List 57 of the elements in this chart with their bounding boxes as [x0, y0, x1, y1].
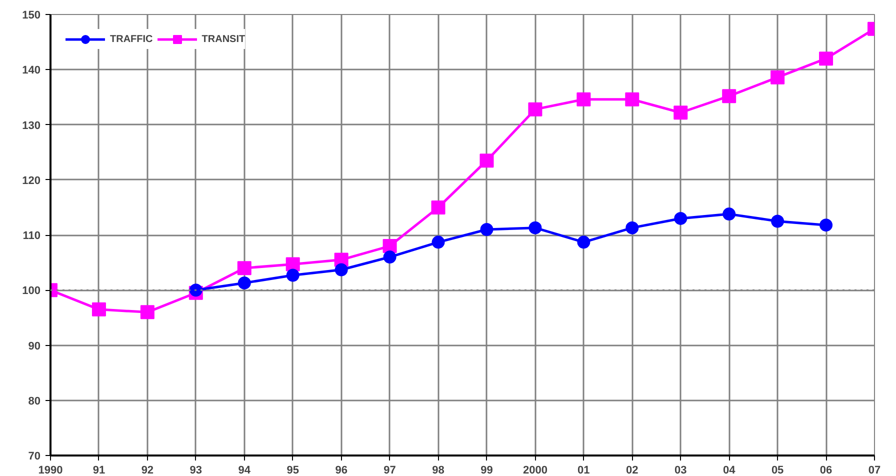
point [771, 214, 784, 228]
y-tick-label: 130 [22, 120, 41, 132]
x-tick-label: 94 [238, 464, 252, 476]
x-tick-label: 99 [480, 464, 493, 476]
x-tick-label: 04 [722, 464, 736, 476]
point [770, 70, 785, 84]
point [819, 52, 834, 66]
legend-label: TRANSIT [202, 34, 246, 44]
point [432, 236, 445, 249]
x-tick-label: 05 [771, 464, 784, 476]
y-tick-label: 110 [22, 230, 41, 242]
y-tick-label: 80 [28, 395, 41, 408]
x-tick-label: 95 [286, 464, 299, 476]
y-tick-label: 100 [22, 285, 41, 298]
x-tick-label: 97 [384, 464, 396, 476]
point [431, 200, 446, 214]
point [576, 92, 591, 106]
point [674, 106, 688, 120]
point [722, 208, 736, 221]
point [528, 102, 542, 116]
x-tick-label: 07 [868, 464, 881, 476]
point [383, 250, 396, 264]
legend-label: TRAFFIC [110, 34, 153, 44]
point [238, 276, 251, 290]
x-tick-label: 02 [626, 464, 638, 476]
x-tick-label: 2000 [522, 464, 548, 476]
point [528, 221, 542, 234]
point [286, 268, 300, 282]
point [577, 236, 590, 249]
y-tick-label: 70 [28, 450, 41, 462]
y-tick-label: 140 [22, 64, 41, 77]
point [625, 92, 640, 106]
x-tick-label: 06 [820, 464, 832, 476]
point [382, 239, 397, 254]
point [140, 305, 154, 320]
x-tick-label: 98 [432, 464, 444, 476]
y-tick-label: 120 [22, 174, 41, 187]
y-tick-label: 150 [22, 10, 41, 22]
x-tick-label: 92 [141, 464, 154, 476]
point [189, 284, 202, 297]
point [674, 212, 688, 225]
point [480, 223, 494, 236]
point [286, 257, 300, 272]
y-tick-label: 90 [28, 340, 41, 352]
x-tick-label: 91 [92, 464, 106, 476]
x-tick-label: 01 [578, 464, 590, 476]
point [334, 263, 348, 276]
point [92, 302, 106, 316]
point [626, 221, 639, 234]
point [237, 261, 252, 276]
x-tick-label: 1990 [38, 464, 63, 476]
point [820, 218, 833, 232]
point [480, 154, 494, 168]
x-tick-label: 93 [190, 464, 202, 476]
x-tick-label: 96 [335, 464, 348, 476]
x-tick-label: 03 [674, 464, 687, 476]
point [722, 89, 736, 104]
